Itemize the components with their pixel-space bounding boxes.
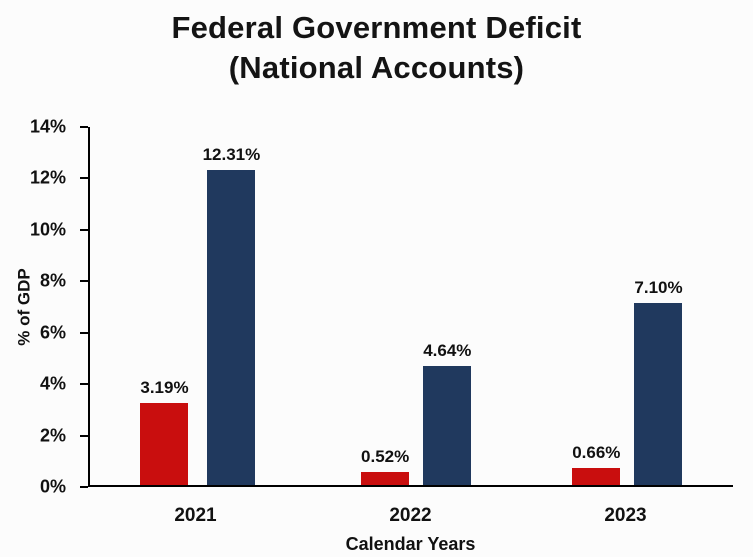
- bar-wrap: 7.10%: [634, 127, 683, 485]
- y-tick-label: 10%: [29, 219, 66, 240]
- y-tick-label: 4%: [39, 373, 66, 394]
- bar-wrap: 3.19%: [140, 127, 189, 485]
- chart-subtitle: (National Accounts): [228, 49, 525, 85]
- bar: [423, 366, 472, 485]
- y-tick-label: 2%: [39, 425, 66, 446]
- bar-value-label: 4.64%: [423, 341, 472, 361]
- bar-value-label: 12.31%: [202, 145, 261, 165]
- bar-value-label: 0.52%: [361, 446, 410, 466]
- bar-group: 0.52% 4.64%: [361, 127, 471, 485]
- y-tick-label: 6%: [39, 322, 66, 343]
- y-tick-label: 8%: [39, 270, 66, 291]
- y-tick-mark: [80, 486, 88, 488]
- y-tick-mark: [80, 434, 88, 437]
- bar: [634, 303, 683, 485]
- bar-value-label: 3.19%: [140, 378, 189, 398]
- chart-title: Federal Government Deficit: [171, 10, 582, 45]
- x-tick-label: 2021: [174, 505, 217, 526]
- x-axis-title: Calendar Years: [345, 534, 476, 554]
- y-tick-label: 0%: [39, 476, 66, 497]
- bar-wrap: 12.31%: [202, 127, 261, 485]
- chart-title-block: Federal Government Deficit (National Acc…: [0, 8, 753, 87]
- bar-wrap: 0.66%: [572, 127, 620, 485]
- y-tick-mark: [80, 177, 88, 180]
- y-axis-tick-labels: 0% 2% 4% 6% 8% 10% 12% 14%: [0, 117, 80, 497]
- x-tick-label: 2023: [604, 505, 647, 526]
- y-tick-mark: [80, 126, 88, 128]
- x-axis-tick-labels: 2021 2022 2023: [88, 505, 733, 527]
- y-tick-label: 12%: [29, 167, 66, 188]
- y-tick-label: 14%: [29, 116, 66, 137]
- plot-wrap: 3.19% 12.31% 0.52% 4.64% 0.66% 7.10%: [80, 126, 733, 488]
- bar-group: 0.66% 7.10%: [572, 127, 683, 485]
- plot-area: 3.19% 12.31% 0.52% 4.64% 0.66% 7.10%: [88, 127, 733, 487]
- bar-group: 3.19% 12.31%: [140, 127, 260, 485]
- y-tick-mark: [80, 280, 88, 283]
- bar: [207, 170, 256, 485]
- y-tick-mark: [80, 228, 88, 231]
- bar-wrap: 0.52%: [361, 127, 409, 485]
- bar-wrap: 4.64%: [423, 127, 471, 485]
- bar-value-label: 0.66%: [572, 443, 621, 463]
- y-tick-mark: [80, 383, 88, 386]
- bar: [361, 471, 410, 485]
- x-tick-label: 2022: [389, 505, 432, 526]
- y-tick-mark: [80, 331, 88, 334]
- bar-value-label: 7.10%: [634, 278, 683, 298]
- bar: [572, 468, 621, 485]
- bar: [140, 403, 189, 485]
